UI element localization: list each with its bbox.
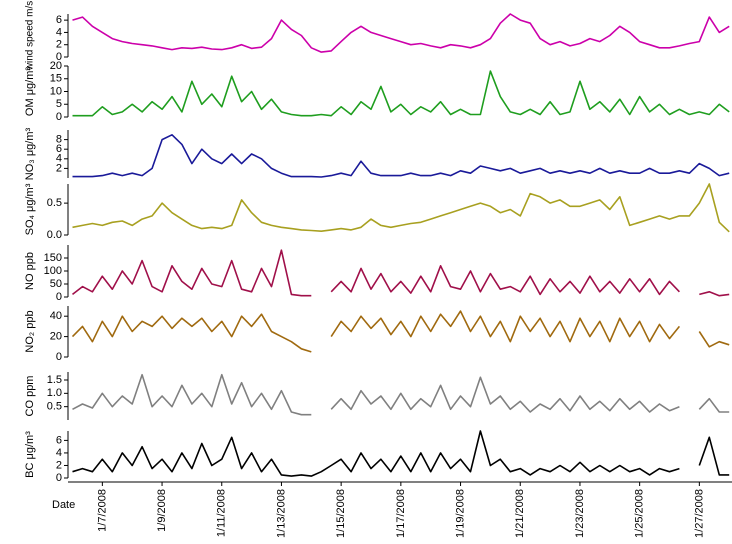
x-tick-label: 1/27/2008	[693, 489, 705, 538]
y-tick-label: 5	[56, 98, 62, 110]
y-tick-label: 4	[56, 26, 62, 38]
y-tick-label: 2	[56, 162, 62, 174]
y-tick-label: 0.5	[47, 401, 62, 413]
x-tick-label: 1/11/2008	[216, 489, 228, 537]
y-tick-label: 0	[56, 472, 62, 484]
y-tick-label: 50	[50, 278, 62, 290]
x-tick-label: 1/17/2008	[395, 489, 407, 538]
y-axis-title: SO₄ μg/m³	[24, 183, 36, 235]
y-axis-title: NO₂ ppb	[24, 310, 36, 352]
y-tick-label: 20	[50, 331, 62, 343]
y-tick-label: 20	[50, 60, 62, 72]
x-tick-label: 1/19/2008	[454, 489, 466, 538]
y-tick-label: 6	[56, 143, 62, 155]
data-line	[72, 430, 730, 477]
x-tick-label: 1/13/2008	[275, 489, 287, 538]
y-tick-label: 4	[56, 447, 62, 459]
y-tick-label: 8	[56, 134, 62, 146]
y-axis-title: BC μg/m³	[24, 431, 36, 478]
y-axis-title: OM μg/m³	[24, 67, 36, 116]
x-tick-label: 1/21/2008	[514, 489, 526, 538]
data-line	[72, 249, 730, 297]
y-tick-label: 0.5	[47, 197, 62, 209]
y-tick-label: 10	[50, 85, 62, 97]
y-tick-label: 15	[50, 73, 62, 85]
y-tick-label: 1.0	[47, 387, 62, 399]
y-tick-label: 0	[56, 51, 62, 63]
y-axis-title: NO ppb	[24, 252, 36, 290]
data-line	[71, 310, 730, 353]
data-line	[72, 134, 730, 178]
y-axis-title: CO ppm	[24, 376, 36, 417]
y-axis-title: wind speed m/s	[25, 1, 36, 71]
y-tick-label: 4	[56, 153, 62, 165]
y-tick-label: 0.0	[47, 229, 62, 241]
x-tick-label: 1/25/2008	[634, 489, 646, 538]
data-line	[72, 70, 730, 117]
y-tick-label: 40	[50, 310, 62, 322]
data-line	[72, 183, 730, 233]
x-tick-label: 1/7/2008	[96, 489, 108, 532]
y-axis-title: NO₃ μg/m³	[24, 127, 36, 180]
x-tick-label: 1/23/2008	[574, 489, 586, 538]
y-tick-label: 1.5	[47, 374, 62, 386]
x-axis-title: Date	[52, 499, 75, 511]
y-tick-label: 150	[44, 252, 62, 264]
data-line	[72, 13, 730, 53]
y-tick-label: 2	[56, 39, 62, 51]
data-line	[72, 373, 730, 416]
y-tick-label: 6	[56, 14, 62, 26]
y-tick-label: 0	[56, 111, 62, 123]
y-tick-label: 100	[44, 265, 62, 277]
y-tick-label: 0	[56, 351, 62, 363]
x-tick-label: 1/15/2008	[335, 489, 347, 538]
y-tick-label: 2	[56, 459, 62, 471]
x-tick-label: 1/9/2008	[156, 489, 168, 532]
y-tick-label: 6	[56, 434, 62, 446]
y-tick-label: 0	[56, 291, 62, 303]
